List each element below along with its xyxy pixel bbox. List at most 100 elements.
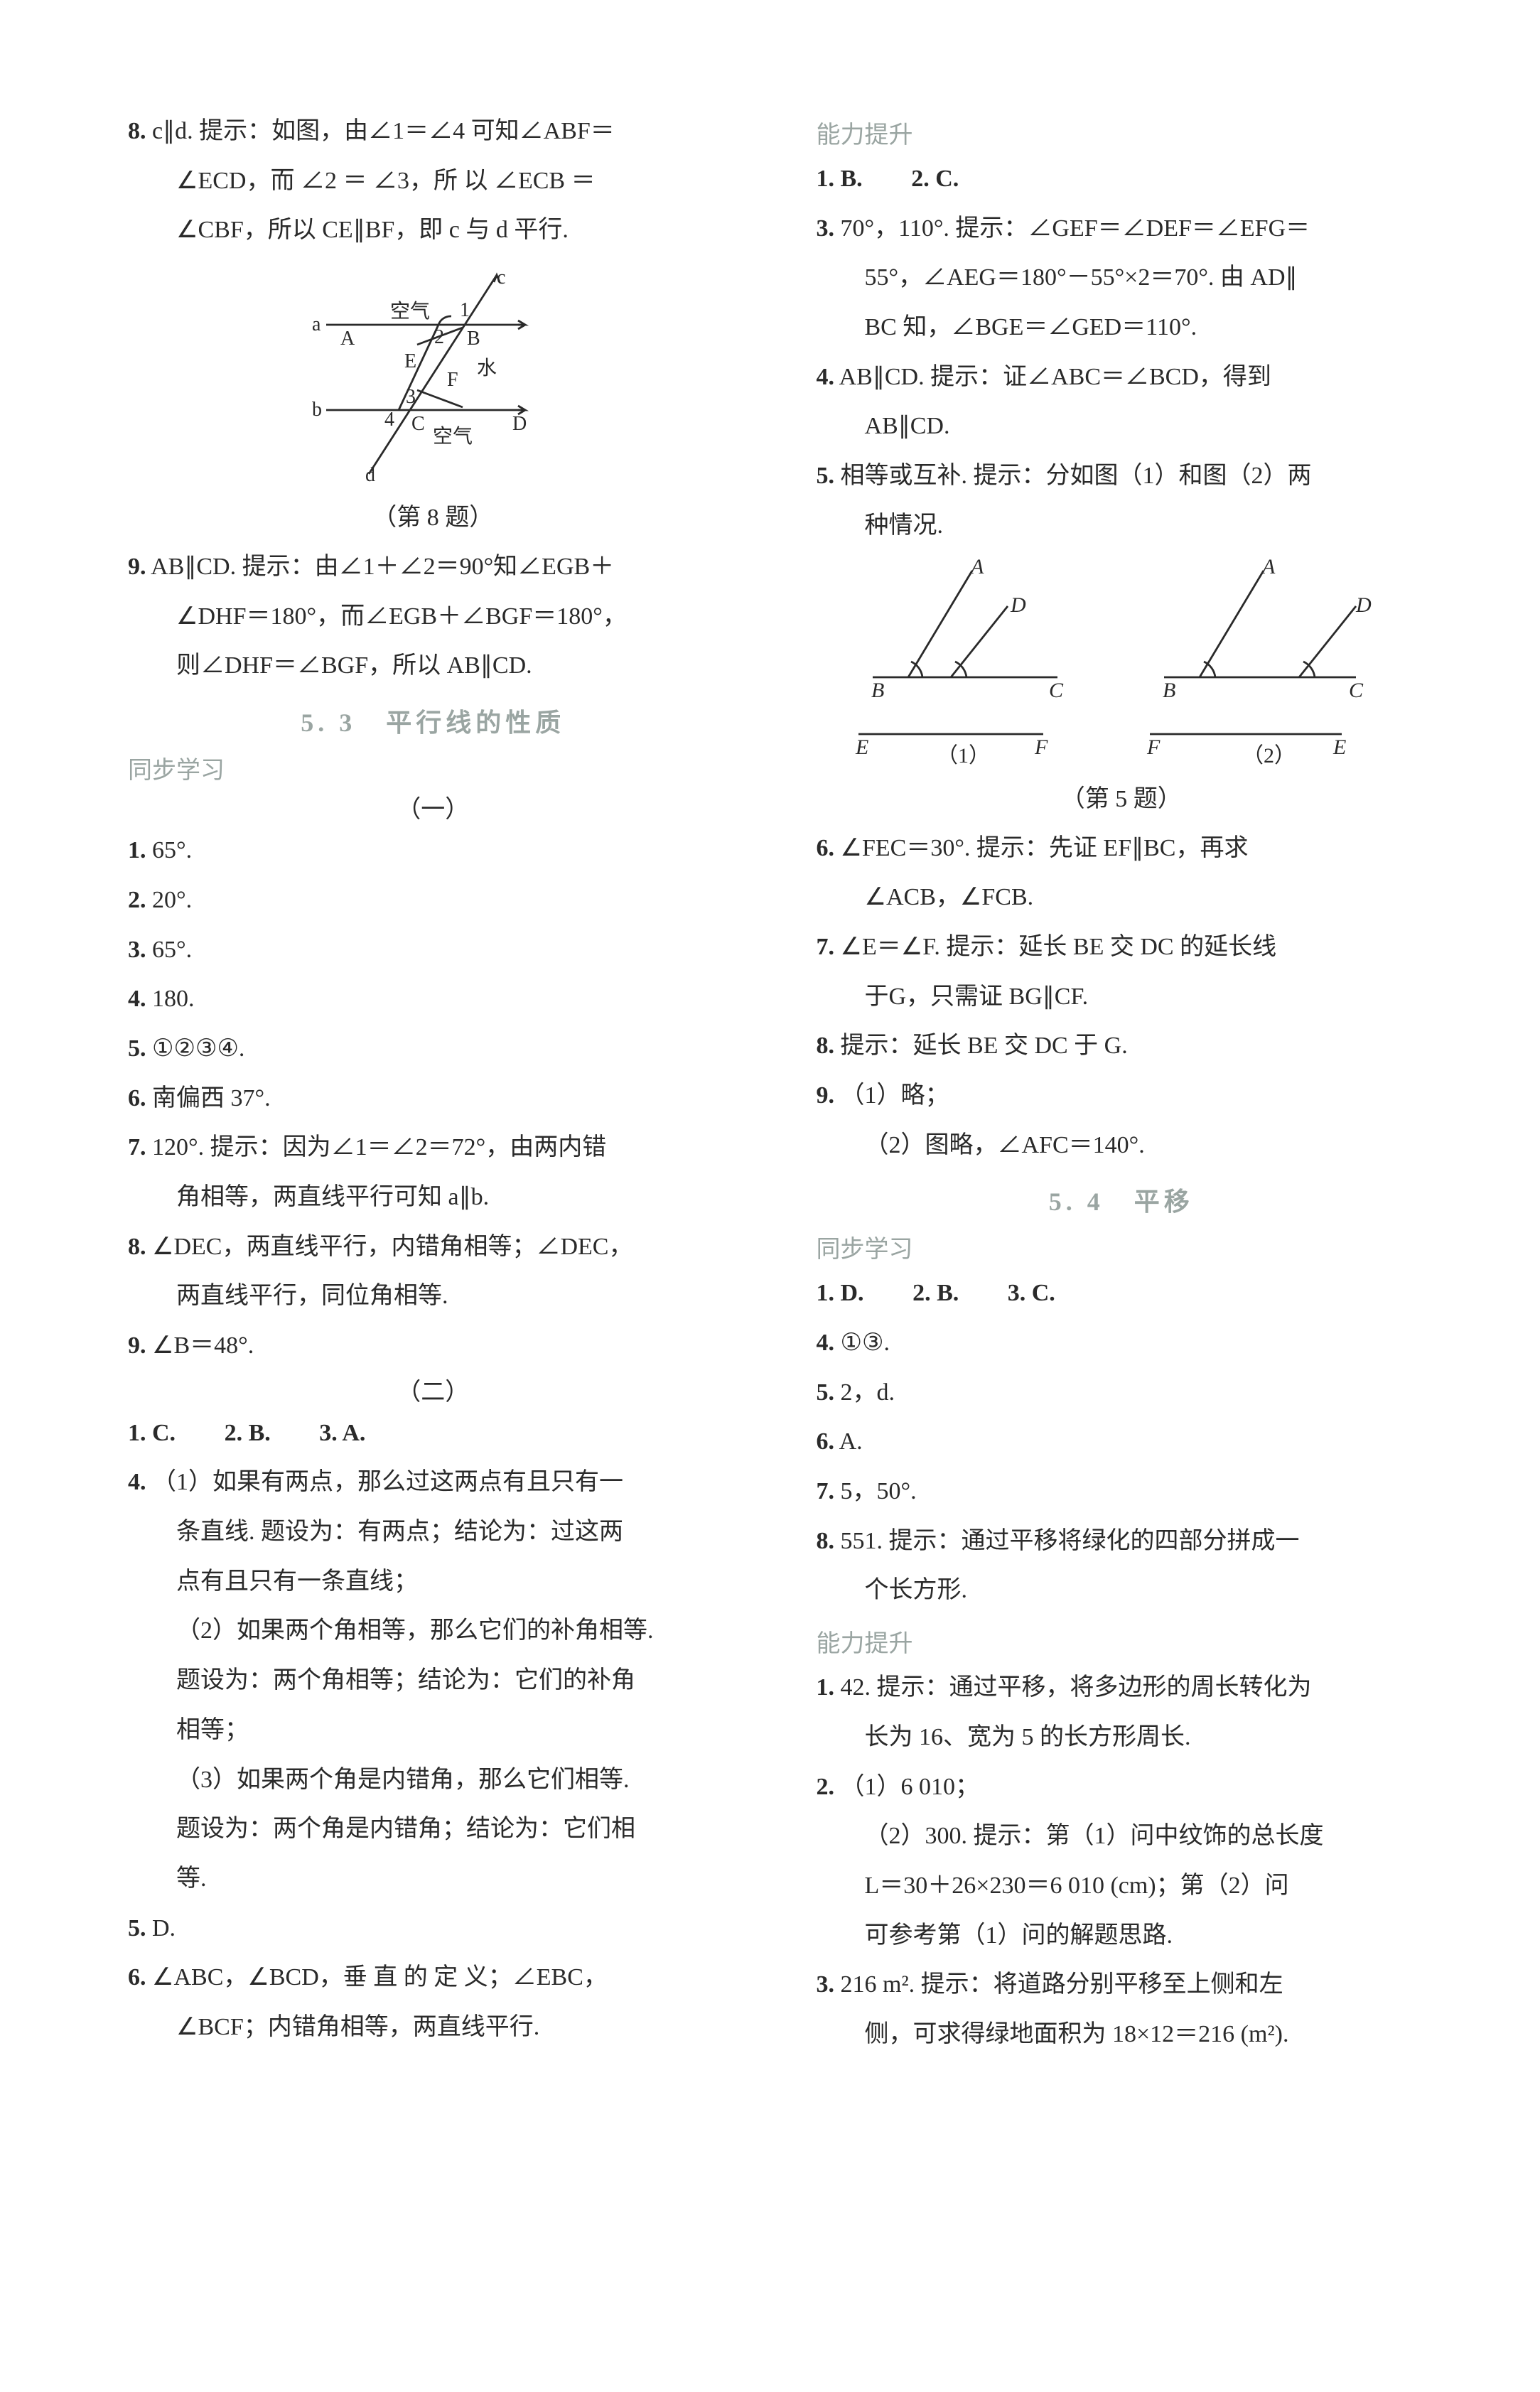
q8-line3: ∠CBF，所以 CE∥BF，即 c 与 d 平行. xyxy=(128,205,738,255)
fig8-B-label: B xyxy=(467,328,480,350)
b-item-4: 4. ①③. xyxy=(817,1318,1427,1368)
s2-6-l1: 6. ∠ABC，∠BCD，垂 直 的 定 义；∠EBC， xyxy=(128,1953,738,2003)
sync-label-left: 同步学习 xyxy=(128,750,738,785)
q9-text1: AB∥CD. 提示：由∠1＋∠2＝90°知∠EGB＋ xyxy=(151,554,614,580)
fig5-2-C: C xyxy=(1349,679,1364,702)
q8-text1: c∥d. 提示：如图，由∠1＝∠4 可知∠ABF＝ xyxy=(152,118,615,144)
q9-line3: 则∠DHF＝∠BGF，所以 AB∥CD. xyxy=(128,641,738,691)
section-5-4-title: 5. 4 平移 xyxy=(817,1181,1427,1218)
s2-4-l5: 题设为：两个角相等；结论为：它们的补角 xyxy=(128,1656,738,1706)
fig8-n4: 4 xyxy=(384,409,394,431)
s2-4-l3: 点有且只有一条直线； xyxy=(128,1557,738,1607)
fig5-2-B: B xyxy=(1163,679,1175,702)
c3-l1: 3. 216 m². 提示：将道路分别平移至上侧和左 xyxy=(817,1960,1427,2010)
fig5-2-D: D xyxy=(1355,593,1372,617)
a3-l3: BC 知，∠BGE＝∠GED＝110°. xyxy=(817,303,1427,352)
b-item-7: 7. 5，50°. xyxy=(817,1467,1427,1516)
fig8-d-label: d xyxy=(365,464,375,486)
figure-8: a b c d A B C D E F 空气 水 空气 1 2 3 4 xyxy=(128,261,738,492)
a8: 8. 提示：延长 BE 交 DC 于 G. xyxy=(817,1021,1427,1071)
a7-l2: 于G，只需证 BG∥CF. xyxy=(817,972,1427,1022)
a3-l1: 3. 70°，110°. 提示：∠GEF＝∠DEF＝∠EFG＝ xyxy=(817,204,1427,254)
fig8-A-label: A xyxy=(340,328,355,350)
q8-line1: 8. c∥d. 提示：如图，由∠1＝∠4 可知∠ABF＝ xyxy=(128,107,738,156)
fig8-n2: 2 xyxy=(434,326,444,348)
figure-5: A D B C E F A D B C F E （1） （2） xyxy=(817,556,1427,773)
figure-5-caption: （第 5 题） xyxy=(817,779,1427,814)
s1-item-2: 2. 20°. xyxy=(128,876,738,925)
sync-label-right: 同步学习 xyxy=(817,1229,1427,1264)
right-column: 能力提升 1. B. 2. C. 3. 70°，110°. 提示：∠GEF＝∠D… xyxy=(817,107,1427,2059)
fig8-air-bot: 空气 xyxy=(433,425,473,448)
s1-item-1: 1. 65°. xyxy=(128,826,738,876)
fig8-air-top: 空气 xyxy=(390,300,430,323)
b8-l1: 8. 551. 提示：通过平移将绿化的四部分拼成一 xyxy=(817,1516,1427,1566)
s1-7-line1: 7. 120°. 提示：因为∠1＝∠2＝72°，由两内错 xyxy=(128,1123,738,1173)
s2-4-l8: 题设为：两个角是内错角；结论为：它们相 xyxy=(128,1804,738,1854)
page: 8. c∥d. 提示：如图，由∠1＝∠4 可知∠ABF＝ ∠ECD，而 ∠2 ＝… xyxy=(128,107,1426,2059)
c1-l1: 1. 42. 提示：通过平移，将多边形的周长转化为 xyxy=(817,1663,1427,1713)
left-column: 8. c∥d. 提示：如图，由∠1＝∠4 可知∠ABF＝ ∠ECD，而 ∠2 ＝… xyxy=(128,107,738,2059)
q9-line1: 9. AB∥CD. 提示：由∠1＋∠2＝90°知∠EGB＋ xyxy=(128,542,738,592)
b-item-6: 6. A. xyxy=(817,1417,1427,1467)
fig8-a-label: a xyxy=(312,313,321,335)
fig8-D-label: D xyxy=(512,413,527,435)
fig5-sub2: （2） xyxy=(1242,744,1296,767)
ability-label-1: 能力提升 xyxy=(817,115,1427,150)
fig8-c-label: c xyxy=(497,266,505,289)
b8-l2: 个长方形. xyxy=(817,1566,1427,1615)
fig5-1-B: B xyxy=(871,679,884,702)
s2-row1: 1. C. 2. B. 3. A. xyxy=(128,1408,738,1458)
fig5-1-C: C xyxy=(1049,679,1064,702)
a3-l2: 55°，∠AEG＝180°－55°×2＝70°. 由 AD∥ xyxy=(817,253,1427,303)
s2-6-l2: ∠BCF；内错角相等，两直线平行. xyxy=(128,2003,738,2052)
fig8-F-label: F xyxy=(447,369,458,391)
s1-item-5: 5. ①②③④. xyxy=(128,1024,738,1074)
a5-l1: 5. 相等或互补. 提示：分如图（1）和图（2）两 xyxy=(817,451,1427,501)
s1-item-3: 3. 65°. xyxy=(128,925,738,975)
q9-line2: ∠DHF＝180°，而∠EGB＋∠BGF＝180°， xyxy=(128,592,738,642)
q8-num: 8. xyxy=(128,118,146,144)
a5-l2: 种情况. xyxy=(817,501,1427,551)
fig5-1-E: E xyxy=(855,736,868,759)
part-2-label: （二） xyxy=(128,1372,738,1407)
a7-l1: 7. ∠E＝∠F. 提示：延长 BE 交 DC 的延长线 xyxy=(817,922,1427,972)
fig5-2-E: E xyxy=(1332,736,1346,759)
fig5-1-A: A xyxy=(969,556,984,578)
figure-8-caption: （第 8 题） xyxy=(128,497,738,532)
s2-4-l7: （3）如果两个角是内错角，那么它们相等. xyxy=(128,1755,738,1805)
c2-l2: （2）300. 提示：第（1）问中纹饰的总长度 xyxy=(817,1811,1427,1861)
c2-l3: L＝30＋26×230＝6 010 (cm)；第（2）问 xyxy=(817,1861,1427,1911)
fig5-2-A: A xyxy=(1261,556,1276,578)
s2-4-l1: 4. （1）如果有两点，那么过这两点有且只有一 xyxy=(128,1458,738,1507)
s1-9: 9. ∠B＝48°. xyxy=(128,1321,738,1371)
s2-4-l6: 相等； xyxy=(128,1706,738,1755)
fig5-1-F: F xyxy=(1034,736,1048,759)
a4-l2: AB∥CD. xyxy=(817,402,1427,451)
c2-l1: 2. （1）6 010； xyxy=(817,1762,1427,1812)
c3-l2: 侧，可求得绿地面积为 18×12＝216 (m²). xyxy=(817,2010,1427,2059)
s2-4-l4: （2）如果两个角相等，那么它们的补角相等. xyxy=(128,1606,738,1656)
b-row1: 1. D. 2. B. 3. C. xyxy=(817,1268,1427,1318)
c2-l4: 可参考第（1）问的解题思路. xyxy=(817,1911,1427,1961)
q9-num: 9. xyxy=(128,554,146,580)
ability-label-2: 能力提升 xyxy=(817,1624,1427,1659)
section-5-3-title: 5. 3 平行线的性质 xyxy=(128,702,738,739)
a4-l1: 4. AB∥CD. 提示：证∠ABC＝∠BCD，得到 xyxy=(817,352,1427,402)
fig8-n1: 1 xyxy=(460,299,470,321)
fig8-n3: 3 xyxy=(406,386,416,408)
s2-4-l2: 条直线. 题设为：有两点；结论为：过这两 xyxy=(128,1507,738,1557)
fig8-water: 水 xyxy=(477,357,497,379)
part-1-label: （一） xyxy=(128,790,738,824)
b-item-5: 5. 2，d. xyxy=(817,1368,1427,1418)
fig5-2-F: F xyxy=(1146,736,1161,759)
fig5-1-D: D xyxy=(1010,593,1026,617)
s2-5: 5. D. xyxy=(128,1904,738,1954)
a6-l1: 6. ∠FEC＝30°. 提示：先证 EF∥BC，再求 xyxy=(817,824,1427,873)
s1-item-4: 4. 180. xyxy=(128,974,738,1024)
fig5-sub1: （1） xyxy=(937,744,990,767)
s1-8-line2: 两直线平行，同位角相等. xyxy=(128,1271,738,1321)
a9-l2: （2）图略，∠AFC＝140°. xyxy=(817,1121,1427,1170)
fig8-b-label: b xyxy=(312,399,322,421)
a6-l2: ∠ACB，∠FCB. xyxy=(817,873,1427,922)
